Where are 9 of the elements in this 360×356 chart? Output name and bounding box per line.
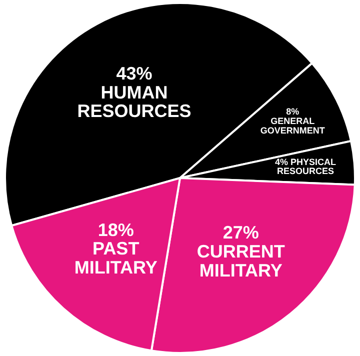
slice-label: PAST MILITARY: [74, 238, 158, 278]
data-label: 27%: [222, 222, 259, 243]
slice-label: HUMAN RESOURCES: [77, 82, 192, 122]
slice-label: CURRENT MILITARY: [196, 242, 285, 280]
slice-label: 4% PHYSICAL RESOURCES: [275, 156, 337, 176]
slice-label: GENERAL GOVERNMENT: [260, 116, 326, 136]
data-label: 18%: [98, 220, 134, 240]
data-label: 43%: [116, 63, 152, 84]
data-label: 8%: [286, 106, 300, 117]
